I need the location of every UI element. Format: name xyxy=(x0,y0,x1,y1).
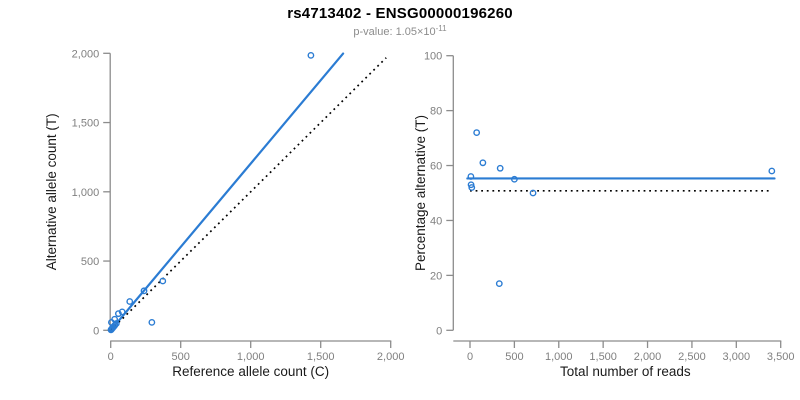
pvalue-exponent: -11 xyxy=(435,24,447,33)
y-axis-title: Alternative allele count (T) xyxy=(44,113,59,270)
y-tick-label: 1,500 xyxy=(72,118,100,130)
data-point xyxy=(467,173,475,180)
data-point xyxy=(495,280,503,288)
data-point xyxy=(118,308,126,316)
x-tick-label: 1,500 xyxy=(307,351,335,363)
data-point xyxy=(768,167,776,175)
x-tick-label: 2,500 xyxy=(678,351,706,363)
data-point xyxy=(159,277,167,285)
panel-percentage-vs-total: 0 20 40 60 80 100 0 500 1,000 1,500 2,000 2,500 3,00… xyxy=(413,51,794,379)
data-point xyxy=(479,159,487,167)
data-point xyxy=(529,189,537,197)
data-point xyxy=(111,315,119,323)
y-axis-title: Percentage alternative (T) xyxy=(413,115,428,271)
y-tick-label: 80 xyxy=(430,106,442,118)
data-point xyxy=(468,184,476,191)
y-tick-label: 20 xyxy=(430,270,442,282)
x-tick-label: 0 xyxy=(108,351,114,363)
x-tick-label: 500 xyxy=(505,351,523,363)
x-tick-label: 2,000 xyxy=(377,351,405,363)
x-axis-title: Reference allele count (C) xyxy=(172,364,329,379)
y-tick-label: 60 xyxy=(430,161,442,173)
x-axis-title: Total number of reads xyxy=(560,364,691,379)
pvalue-text: p-value: 1.05×10 xyxy=(353,26,436,38)
x-tick-label: 1,000 xyxy=(545,351,573,363)
y-tick-label: 40 xyxy=(430,215,442,227)
y-tick-label: 2,000 xyxy=(72,48,100,60)
x-tick-label: 0 xyxy=(467,351,473,363)
data-point xyxy=(148,319,156,326)
data-point xyxy=(140,287,148,295)
data-point xyxy=(473,129,481,136)
y-tick-label: 100 xyxy=(424,51,442,63)
page-title: rs4713402 - ENSG00000196260 xyxy=(287,5,513,22)
fitted-proportion-line xyxy=(109,52,345,332)
data-point xyxy=(496,164,504,172)
y-tick-label: 1,000 xyxy=(72,187,100,199)
x-tick-label: 1,500 xyxy=(589,351,617,363)
data-point xyxy=(126,298,134,305)
identity-line xyxy=(110,57,387,331)
x-tick-label: 3,500 xyxy=(767,351,795,363)
y-tick-label: 0 xyxy=(93,325,99,337)
x-tick-label: 3,000 xyxy=(723,351,751,363)
x-tick-label: 1,000 xyxy=(237,351,265,363)
x-tick-label: 2,000 xyxy=(634,351,662,363)
y-tick-label: 0 xyxy=(436,325,442,337)
y-tick-label: 500 xyxy=(81,256,99,268)
data-point xyxy=(510,175,518,183)
pvalue-subtitle: p-value: 1.05×10-11 xyxy=(0,24,800,38)
data-point xyxy=(307,51,315,59)
x-tick-label: 500 xyxy=(172,351,190,363)
panel-allele-counts: 0 500 1,000 1,500 2,000 0 500 1,000 1,500 2,000 Re… xyxy=(44,48,404,379)
